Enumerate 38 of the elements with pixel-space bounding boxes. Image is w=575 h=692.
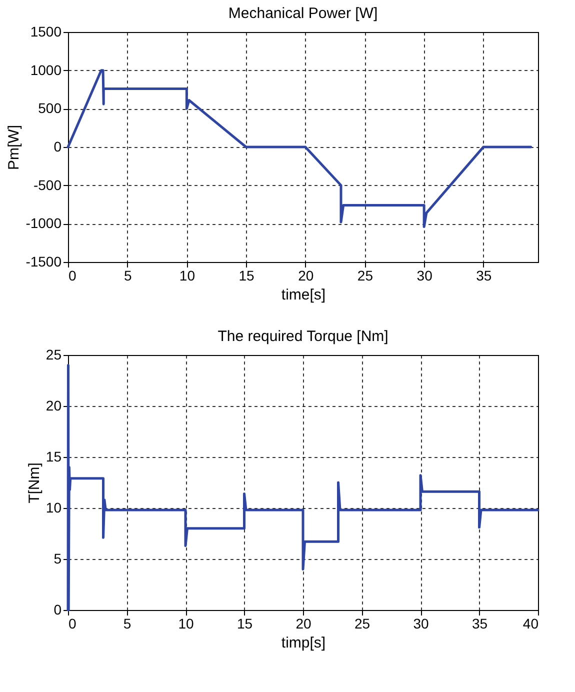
- x-axis-title: time[s]: [281, 286, 326, 304]
- y-tick-label: -1500: [26, 254, 62, 270]
- y-tick-label: 1000: [30, 62, 62, 78]
- y-tick-label: 5: [54, 550, 62, 566]
- y-tick-label: 500: [38, 100, 62, 116]
- x-tick-label: 35: [472, 616, 488, 632]
- y-tick-label: 20: [46, 398, 62, 414]
- x-tick-label: 40: [522, 616, 539, 632]
- x-tick-label: 30: [416, 268, 433, 284]
- x-tick-label: 0: [68, 268, 76, 284]
- chart-title: Mechanical Power [W]: [228, 5, 378, 22]
- y-tick-label: 10: [46, 500, 62, 516]
- y-axis-title: Pm[W]: [6, 125, 23, 170]
- x-tick-label: 5: [123, 616, 132, 632]
- chart-title: The required Torque [Nm]: [218, 328, 388, 345]
- line-series: [66, 69, 532, 228]
- x-tick-label: 30: [413, 616, 429, 632]
- y-tick-label: 0: [54, 138, 62, 154]
- y-tick-label: -1000: [26, 215, 62, 232]
- y-tick-label: -500: [33, 176, 62, 193]
- y-tick-label: 0: [54, 602, 62, 618]
- y-axis-title: T[Nm]: [26, 462, 43, 504]
- x-tick-label: 10: [178, 616, 194, 632]
- x-tick-label: 10: [179, 268, 196, 284]
- x-axis-title: timp[s]: [281, 634, 326, 652]
- line-series: [66, 364, 540, 612]
- x-tick-label: 5: [124, 268, 132, 284]
- y-tick-label: 25: [46, 346, 62, 362]
- y-tick-label: 1500: [30, 24, 62, 40]
- x-tick-label: 35: [476, 268, 492, 284]
- y-tick-label: 15: [46, 448, 62, 464]
- x-tick-label: 25: [357, 268, 374, 284]
- x-tick-label: 15: [238, 268, 255, 284]
- x-tick-label: 20: [296, 616, 312, 632]
- x-tick-label: 25: [354, 616, 370, 632]
- x-tick-label: 0: [68, 616, 76, 632]
- x-tick-label: 20: [298, 268, 314, 284]
- x-tick-label: 15: [236, 616, 253, 632]
